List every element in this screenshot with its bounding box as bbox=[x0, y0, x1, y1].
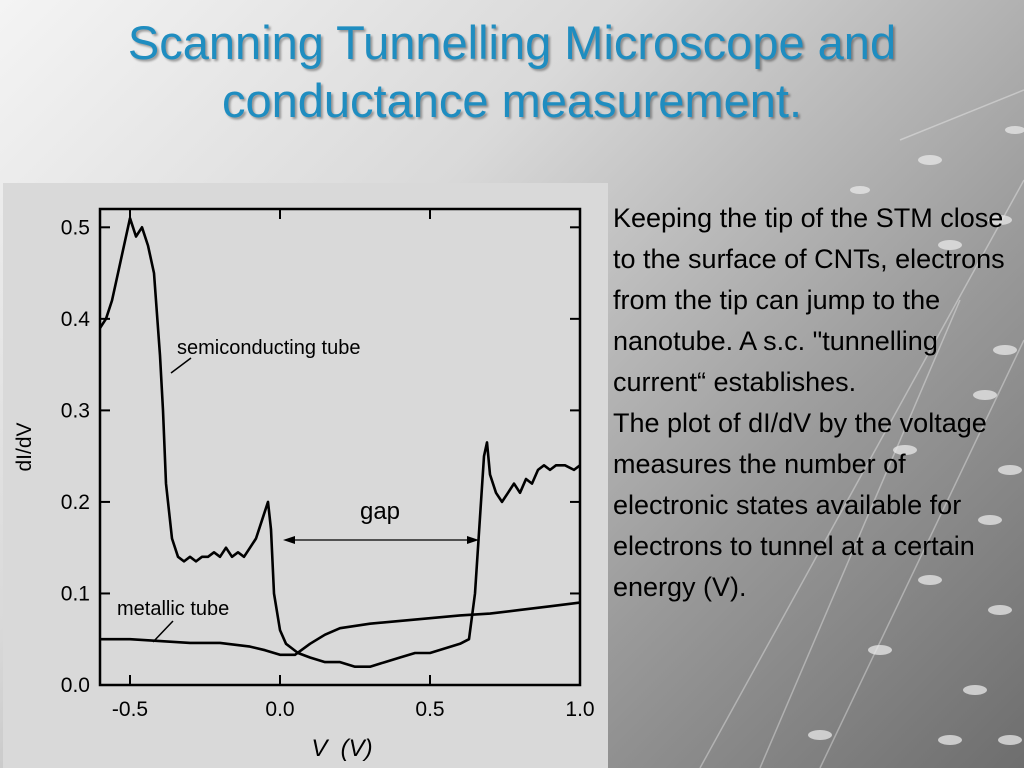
annotation-pointer-semiconducting bbox=[170, 357, 192, 374]
y-tick-label: 0.2 bbox=[61, 491, 90, 514]
annotation-pointer-metallic bbox=[152, 620, 174, 643]
x-tick-label: -0.5 bbox=[112, 698, 148, 721]
x-tick-label: 0.5 bbox=[415, 698, 444, 721]
title-line-1: Scanning Tunnelling Microscope and bbox=[127, 16, 897, 69]
chart-svg: -0.5 0.0 0.5 1.0 0.0 0.1 0.2 0.3 0.4 0.5 dI/dV V … bbox=[13, 207, 595, 762]
x-tick-label: 1.0 bbox=[565, 698, 594, 721]
series-line-metallic-tube bbox=[100, 601, 581, 657]
annotation-semiconducting-tube: semiconducting tube bbox=[177, 337, 360, 359]
annotation-metallic-tube: metallic tube bbox=[117, 598, 229, 620]
slide-body-text: Keeping the tip of the STM close to the … bbox=[613, 198, 1018, 608]
body-paragraph-1: Keeping the tip of the STM close to the … bbox=[613, 203, 1005, 397]
body-paragraph-2: The plot of dI/dV by the voltage measure… bbox=[613, 408, 987, 602]
y-tick-label: 0.5 bbox=[61, 216, 90, 239]
title-line-2: conductance measurement. bbox=[222, 74, 802, 127]
gap-arrow bbox=[283, 536, 479, 544]
y-tick-label: 0.0 bbox=[61, 674, 90, 697]
annotation-gap: gap bbox=[360, 498, 400, 525]
x-tick-label: 0.0 bbox=[265, 698, 294, 721]
chart-figure: -0.5 0.0 0.5 1.0 0.0 0.1 0.2 0.3 0.4 0.5 dI/dV V … bbox=[3, 183, 608, 768]
y-tick-label: 0.3 bbox=[61, 399, 90, 422]
plot-frame bbox=[98, 207, 582, 687]
x-axis-label: V (V) bbox=[311, 735, 372, 762]
y-tick-label: 0.1 bbox=[61, 582, 90, 605]
y-axis-label: dI/dV bbox=[13, 422, 36, 471]
y-tick-label: 0.4 bbox=[61, 308, 91, 331]
slide-title: Scanning Tunnelling Microscope and condu… bbox=[0, 14, 1024, 130]
series-line-semiconducting-tube bbox=[98, 216, 581, 669]
